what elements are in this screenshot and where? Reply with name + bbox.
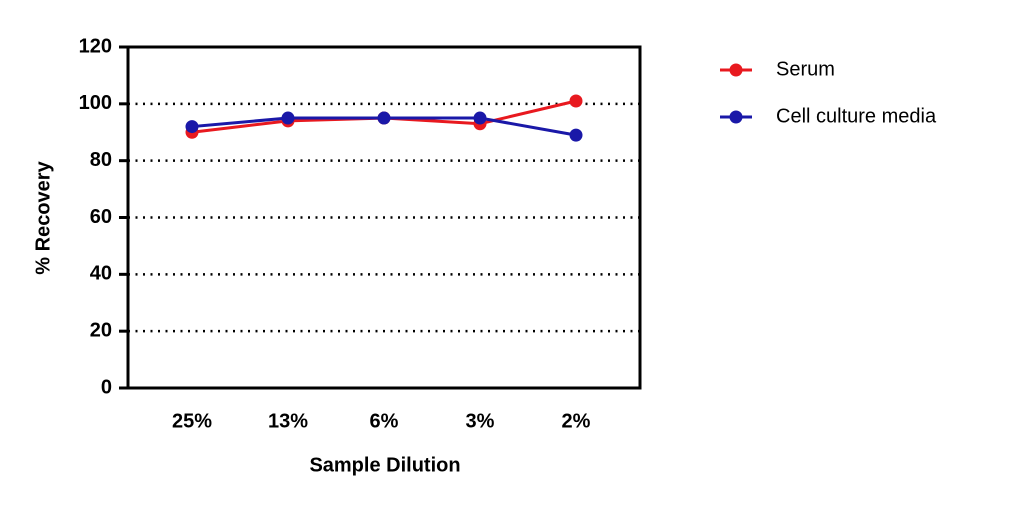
x-tick-label: 13% [268,410,308,432]
plot-frame [126,45,642,390]
x-tick-label: 6% [370,410,399,432]
legend-label: Cell culture media [776,105,937,127]
data-point [569,128,583,142]
x-tick-label: 25% [172,410,212,432]
legend-label: Serum [776,58,835,80]
y-tick-label: 100 [79,92,112,114]
data-point [569,94,583,108]
x-tick-label: 2% [562,410,591,432]
x-tick-label: 3% [466,410,495,432]
y-tick-label: 20 [90,319,112,341]
legend-marker [729,63,743,77]
legend-marker [729,110,743,124]
y-tick-label: 80 [90,149,112,171]
y-axis-label: % Recovery [32,160,54,274]
y-tick-label: 120 [79,35,112,57]
y-tick-label: 0 [101,376,112,398]
data-point [281,111,295,125]
data-point [473,111,487,125]
data-point [185,120,199,134]
y-tick-label: 60 [90,206,112,228]
data-point [377,111,391,125]
y-tick-label: 40 [90,263,112,285]
x-axis-label: Sample Dilution [309,454,460,476]
